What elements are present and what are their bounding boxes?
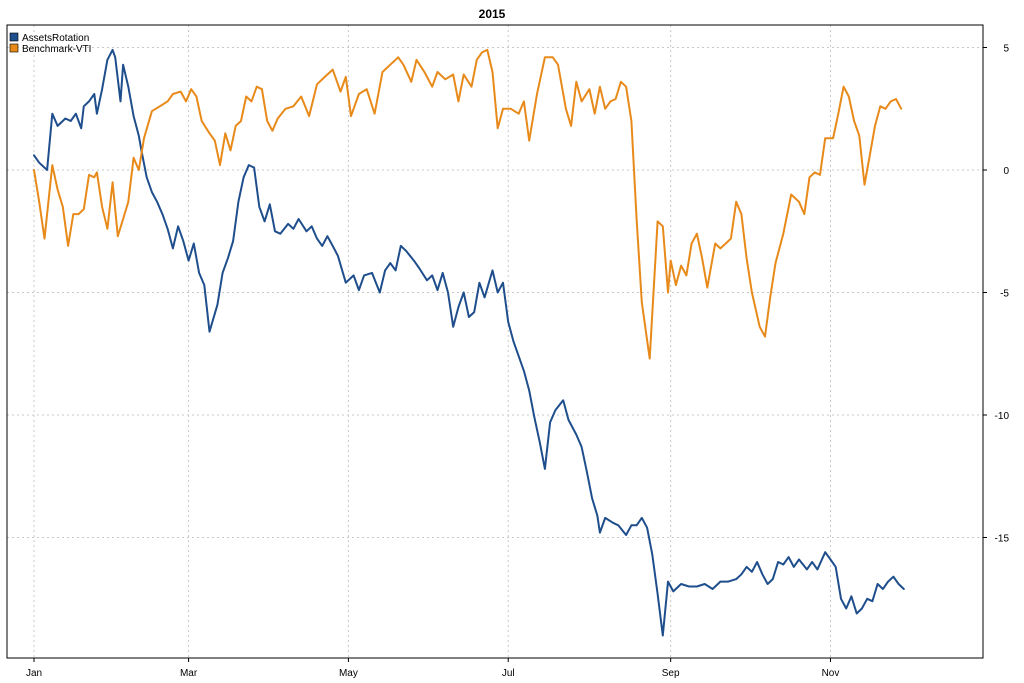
y-tick-label: -15 bbox=[995, 534, 1010, 545]
gridlines bbox=[7, 25, 983, 658]
series-line-benchmark-vti bbox=[33, 48, 903, 360]
legend-label: AssetsRotation bbox=[22, 33, 89, 44]
legend-swatch bbox=[9, 43, 19, 53]
y-tick-label: -10 bbox=[995, 411, 1010, 422]
y-tick-label: 5 bbox=[1003, 44, 1009, 55]
plot-frame bbox=[6, 24, 984, 659]
series-layer bbox=[33, 48, 905, 637]
legend-label: Benchmark-VTI bbox=[22, 44, 91, 55]
y-tick-label: -5 bbox=[1000, 289, 1009, 300]
x-tick-label: May bbox=[339, 668, 358, 679]
y-axis: 5 0 -5 -10 -15 bbox=[983, 44, 1009, 545]
x-tick-label: Jul bbox=[502, 668, 515, 679]
chart-title: 2015 bbox=[479, 7, 506, 21]
series-line-assetsrotation bbox=[33, 48, 905, 637]
legend-swatch bbox=[9, 32, 19, 42]
x-axis: Jan Mar May Jul Sep Nov bbox=[26, 658, 839, 679]
x-tick-label: Jan bbox=[26, 668, 42, 679]
x-tick-label: Mar bbox=[180, 668, 198, 679]
x-tick-label: Nov bbox=[822, 668, 840, 679]
y-tick-label: 0 bbox=[1003, 166, 1009, 177]
x-tick-label: Sep bbox=[662, 668, 680, 679]
